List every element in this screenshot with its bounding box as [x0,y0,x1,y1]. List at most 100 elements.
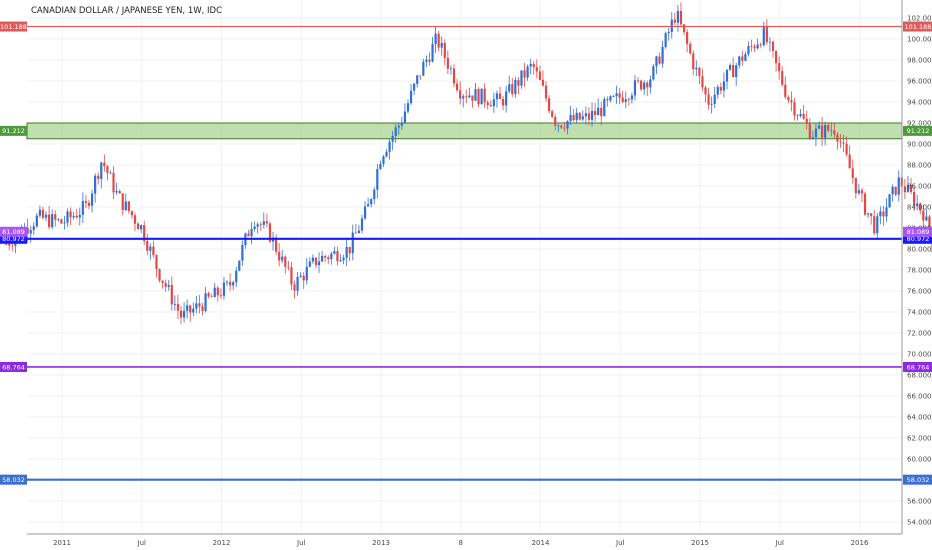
horizontal-levels [27,25,902,481]
candle-body [195,303,198,309]
candle-body [664,33,667,47]
current-price-tag-right [903,226,932,237]
candle-body [210,296,213,298]
candle-body [526,66,529,78]
candle-body [529,63,532,67]
candle-body [922,210,925,221]
candle-body [741,56,744,61]
candle-body [820,125,824,138]
candle-body [873,216,876,234]
candle-body [253,226,256,230]
candle-body [262,221,265,225]
candle-body [176,303,180,311]
candle-body [759,44,762,46]
purple-support-tag-right-text: 68.764 [907,363,930,371]
candle-body [633,80,637,96]
candle-body [186,305,189,311]
candle-body [394,127,397,136]
candle-body [906,185,910,193]
candle-body [863,193,867,215]
candle-body [916,203,919,207]
candle-body [127,201,130,212]
candle-body [103,162,106,167]
candle-body [259,224,262,226]
candle-body [363,206,367,219]
candle-body [112,172,115,193]
candle-body [848,154,851,169]
zone-tag-left [0,125,27,136]
candle-body [170,284,173,305]
candle-body [532,63,535,68]
candle-body [492,99,495,107]
time-tick-label: 2012 [213,539,231,547]
candle-body [554,116,557,126]
candle-body [235,270,238,283]
candle-body [94,175,97,194]
candle-body [419,75,422,77]
candle-body [771,41,775,51]
candle-body [265,221,268,224]
candle-body [293,284,296,291]
candle-body [342,257,345,261]
price-tags: 101.188 101.188 80.972 80.972 68.764 68.764 58… [0,21,932,485]
candle-body [928,216,931,236]
candle-body [698,67,701,77]
candle-body [354,232,357,234]
candle-body [658,56,661,64]
candle-body [400,122,403,126]
candle-body [75,215,78,218]
time-tick-label: 2011 [53,539,71,547]
candle-body [345,246,348,258]
time-tick-label: Jul [615,539,625,547]
candle-body [655,56,658,67]
candle-body [247,233,250,237]
candle-body [462,96,465,99]
candle-body [909,185,913,193]
candle-body [670,19,673,32]
candle-body [876,216,879,234]
candle-body [225,281,229,283]
candle-body [161,280,164,283]
candle-body [69,211,72,218]
candle-body [367,204,370,207]
candle-body [455,83,459,91]
candle-body [520,70,523,86]
candle-body [572,114,575,121]
candle-body [409,90,413,104]
candle-body [437,33,440,48]
price-tick-label: 92.000 [907,120,932,128]
candle-body [732,64,735,78]
candle-body [321,255,324,262]
candle-body [425,59,428,62]
candle-body [296,276,299,291]
candle-body [879,211,882,217]
candle-body [621,97,624,102]
candle-body [817,125,821,129]
candle-body [198,303,201,307]
candle-body [167,284,170,287]
price-tick-label: 84.000 [907,204,932,212]
price-tick-label: 94.000 [907,99,932,107]
time-tick-label: Jul [775,539,785,547]
time-axis[interactable]: 2011Jul2012Jul201382014Jul2015Jul2016Jul… [27,533,932,547]
candle-body [667,31,670,34]
price-tick-label: 72.000 [907,330,932,338]
candle-body [649,79,652,88]
candle-body [781,71,784,85]
candle-body [376,169,379,190]
candle-body [854,177,857,194]
candle-body [511,84,514,95]
candle-body [652,66,655,80]
candle-body [8,243,11,246]
candle-body [593,111,597,116]
candle-body [768,41,772,43]
candle-body [155,255,158,270]
candle-body [32,226,35,230]
candle-body [60,219,63,224]
candle-body [661,46,664,64]
purple-support-tag-left [0,361,27,372]
candle-body [903,186,906,193]
price-tick-label: 102.000 [907,15,932,23]
candle-body [158,269,161,281]
candle-body [569,114,572,122]
